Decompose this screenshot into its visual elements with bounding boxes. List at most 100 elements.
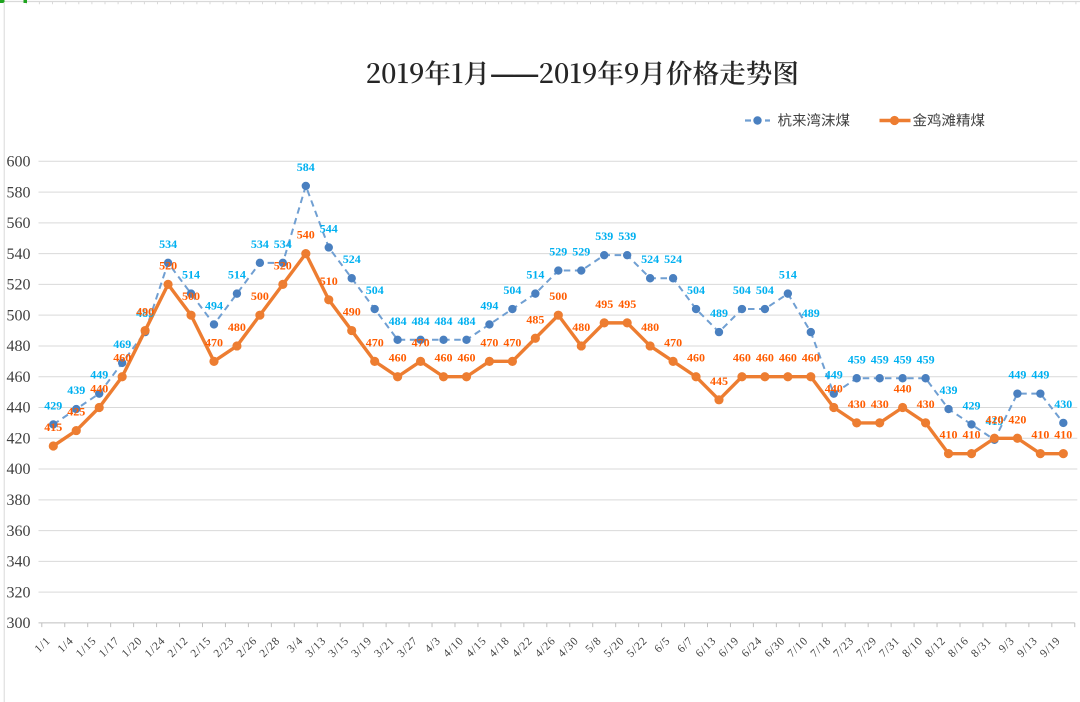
svg-text:340: 340 bbox=[7, 554, 31, 571]
svg-text:460: 460 bbox=[733, 351, 751, 365]
svg-text:524: 524 bbox=[641, 252, 659, 266]
svg-text:469: 469 bbox=[113, 337, 131, 351]
svg-text:524: 524 bbox=[664, 252, 682, 266]
svg-text:459: 459 bbox=[917, 352, 935, 366]
svg-text:489: 489 bbox=[136, 306, 154, 320]
svg-text:490: 490 bbox=[136, 305, 154, 319]
svg-text:470: 470 bbox=[480, 335, 498, 349]
svg-text:480: 480 bbox=[641, 320, 659, 334]
svg-text:449: 449 bbox=[825, 368, 843, 382]
svg-text:560: 560 bbox=[7, 215, 31, 232]
svg-text:514: 514 bbox=[779, 268, 797, 282]
svg-text:500: 500 bbox=[251, 289, 269, 303]
svg-text:420: 420 bbox=[7, 431, 31, 448]
svg-text:544: 544 bbox=[320, 222, 338, 236]
svg-text:400: 400 bbox=[7, 461, 31, 478]
svg-text:430: 430 bbox=[917, 397, 935, 411]
svg-text:460: 460 bbox=[113, 351, 131, 365]
svg-text:470: 470 bbox=[503, 335, 521, 349]
svg-text:459: 459 bbox=[848, 352, 866, 366]
svg-text:494: 494 bbox=[480, 298, 498, 312]
svg-text:440: 440 bbox=[825, 382, 843, 396]
svg-text:439: 439 bbox=[67, 383, 85, 397]
svg-text:470: 470 bbox=[664, 335, 682, 349]
svg-text:480: 480 bbox=[228, 320, 246, 334]
svg-text:445: 445 bbox=[710, 374, 728, 388]
svg-text:419: 419 bbox=[986, 414, 1004, 428]
svg-text:529: 529 bbox=[549, 245, 567, 259]
svg-text:410: 410 bbox=[963, 428, 981, 442]
svg-text:504: 504 bbox=[687, 283, 705, 297]
svg-text:500: 500 bbox=[182, 289, 200, 303]
svg-text:504: 504 bbox=[756, 283, 774, 297]
svg-text:460: 460 bbox=[756, 351, 774, 365]
svg-text:460: 460 bbox=[458, 351, 476, 365]
svg-text:460: 460 bbox=[389, 351, 407, 365]
svg-text:534: 534 bbox=[251, 237, 269, 251]
svg-text:460: 460 bbox=[802, 351, 820, 365]
svg-text:524: 524 bbox=[343, 252, 361, 266]
svg-text:520: 520 bbox=[159, 258, 177, 272]
svg-text:489: 489 bbox=[710, 306, 728, 320]
svg-text:529: 529 bbox=[572, 245, 590, 259]
svg-text:485: 485 bbox=[526, 312, 544, 326]
svg-text:520: 520 bbox=[274, 258, 292, 272]
svg-text:484: 484 bbox=[412, 314, 430, 328]
svg-text:300: 300 bbox=[7, 615, 31, 632]
svg-text:484: 484 bbox=[389, 314, 407, 328]
svg-text:495: 495 bbox=[618, 297, 636, 311]
svg-text:514: 514 bbox=[526, 268, 544, 282]
svg-text:320: 320 bbox=[7, 584, 31, 601]
svg-text:429: 429 bbox=[963, 398, 981, 412]
svg-text:470: 470 bbox=[366, 335, 384, 349]
svg-text:470: 470 bbox=[205, 335, 223, 349]
svg-text:415: 415 bbox=[44, 420, 62, 434]
svg-text:410: 410 bbox=[1031, 428, 1049, 442]
svg-text:410: 410 bbox=[1054, 428, 1072, 442]
svg-text:430: 430 bbox=[1054, 397, 1072, 411]
svg-text:584: 584 bbox=[297, 160, 315, 174]
svg-text:540: 540 bbox=[297, 228, 315, 242]
svg-text:504: 504 bbox=[503, 283, 521, 297]
svg-text:514: 514 bbox=[228, 268, 246, 282]
svg-text:440: 440 bbox=[894, 382, 912, 396]
svg-text:460: 460 bbox=[687, 351, 705, 365]
svg-text:449: 449 bbox=[1031, 368, 1049, 382]
svg-text:539: 539 bbox=[595, 229, 613, 243]
svg-text:495: 495 bbox=[595, 297, 613, 311]
svg-text:534: 534 bbox=[274, 237, 292, 251]
svg-text:460: 460 bbox=[7, 369, 31, 386]
svg-text:440: 440 bbox=[90, 382, 108, 396]
svg-text:539: 539 bbox=[618, 229, 636, 243]
svg-text:480: 480 bbox=[7, 338, 31, 355]
svg-text:490: 490 bbox=[343, 305, 361, 319]
svg-text:600: 600 bbox=[7, 154, 31, 171]
svg-text:430: 430 bbox=[871, 397, 889, 411]
svg-text:459: 459 bbox=[871, 352, 889, 366]
svg-text:504: 504 bbox=[733, 283, 751, 297]
svg-text:439: 439 bbox=[940, 383, 958, 397]
svg-text:494: 494 bbox=[205, 298, 223, 312]
svg-text:425: 425 bbox=[67, 405, 85, 419]
svg-text:430: 430 bbox=[848, 397, 866, 411]
svg-text:429: 429 bbox=[44, 398, 62, 412]
svg-text:449: 449 bbox=[90, 368, 108, 382]
svg-text:440: 440 bbox=[7, 400, 31, 417]
svg-text:500: 500 bbox=[7, 307, 31, 324]
svg-text:470: 470 bbox=[412, 335, 430, 349]
svg-text:420: 420 bbox=[1008, 412, 1026, 426]
svg-text:410: 410 bbox=[940, 428, 958, 442]
svg-text:510: 510 bbox=[320, 274, 338, 288]
svg-text:380: 380 bbox=[7, 492, 31, 509]
svg-text:459: 459 bbox=[894, 352, 912, 366]
svg-text:484: 484 bbox=[458, 314, 476, 328]
svg-text:534: 534 bbox=[159, 237, 177, 251]
svg-text:514: 514 bbox=[182, 268, 200, 282]
svg-text:484: 484 bbox=[435, 314, 453, 328]
svg-text:500: 500 bbox=[549, 289, 567, 303]
svg-text:449: 449 bbox=[1008, 368, 1026, 382]
svg-text:489: 489 bbox=[802, 306, 820, 320]
svg-text:420: 420 bbox=[986, 412, 1004, 426]
svg-text:460: 460 bbox=[779, 351, 797, 365]
svg-text:460: 460 bbox=[435, 351, 453, 365]
